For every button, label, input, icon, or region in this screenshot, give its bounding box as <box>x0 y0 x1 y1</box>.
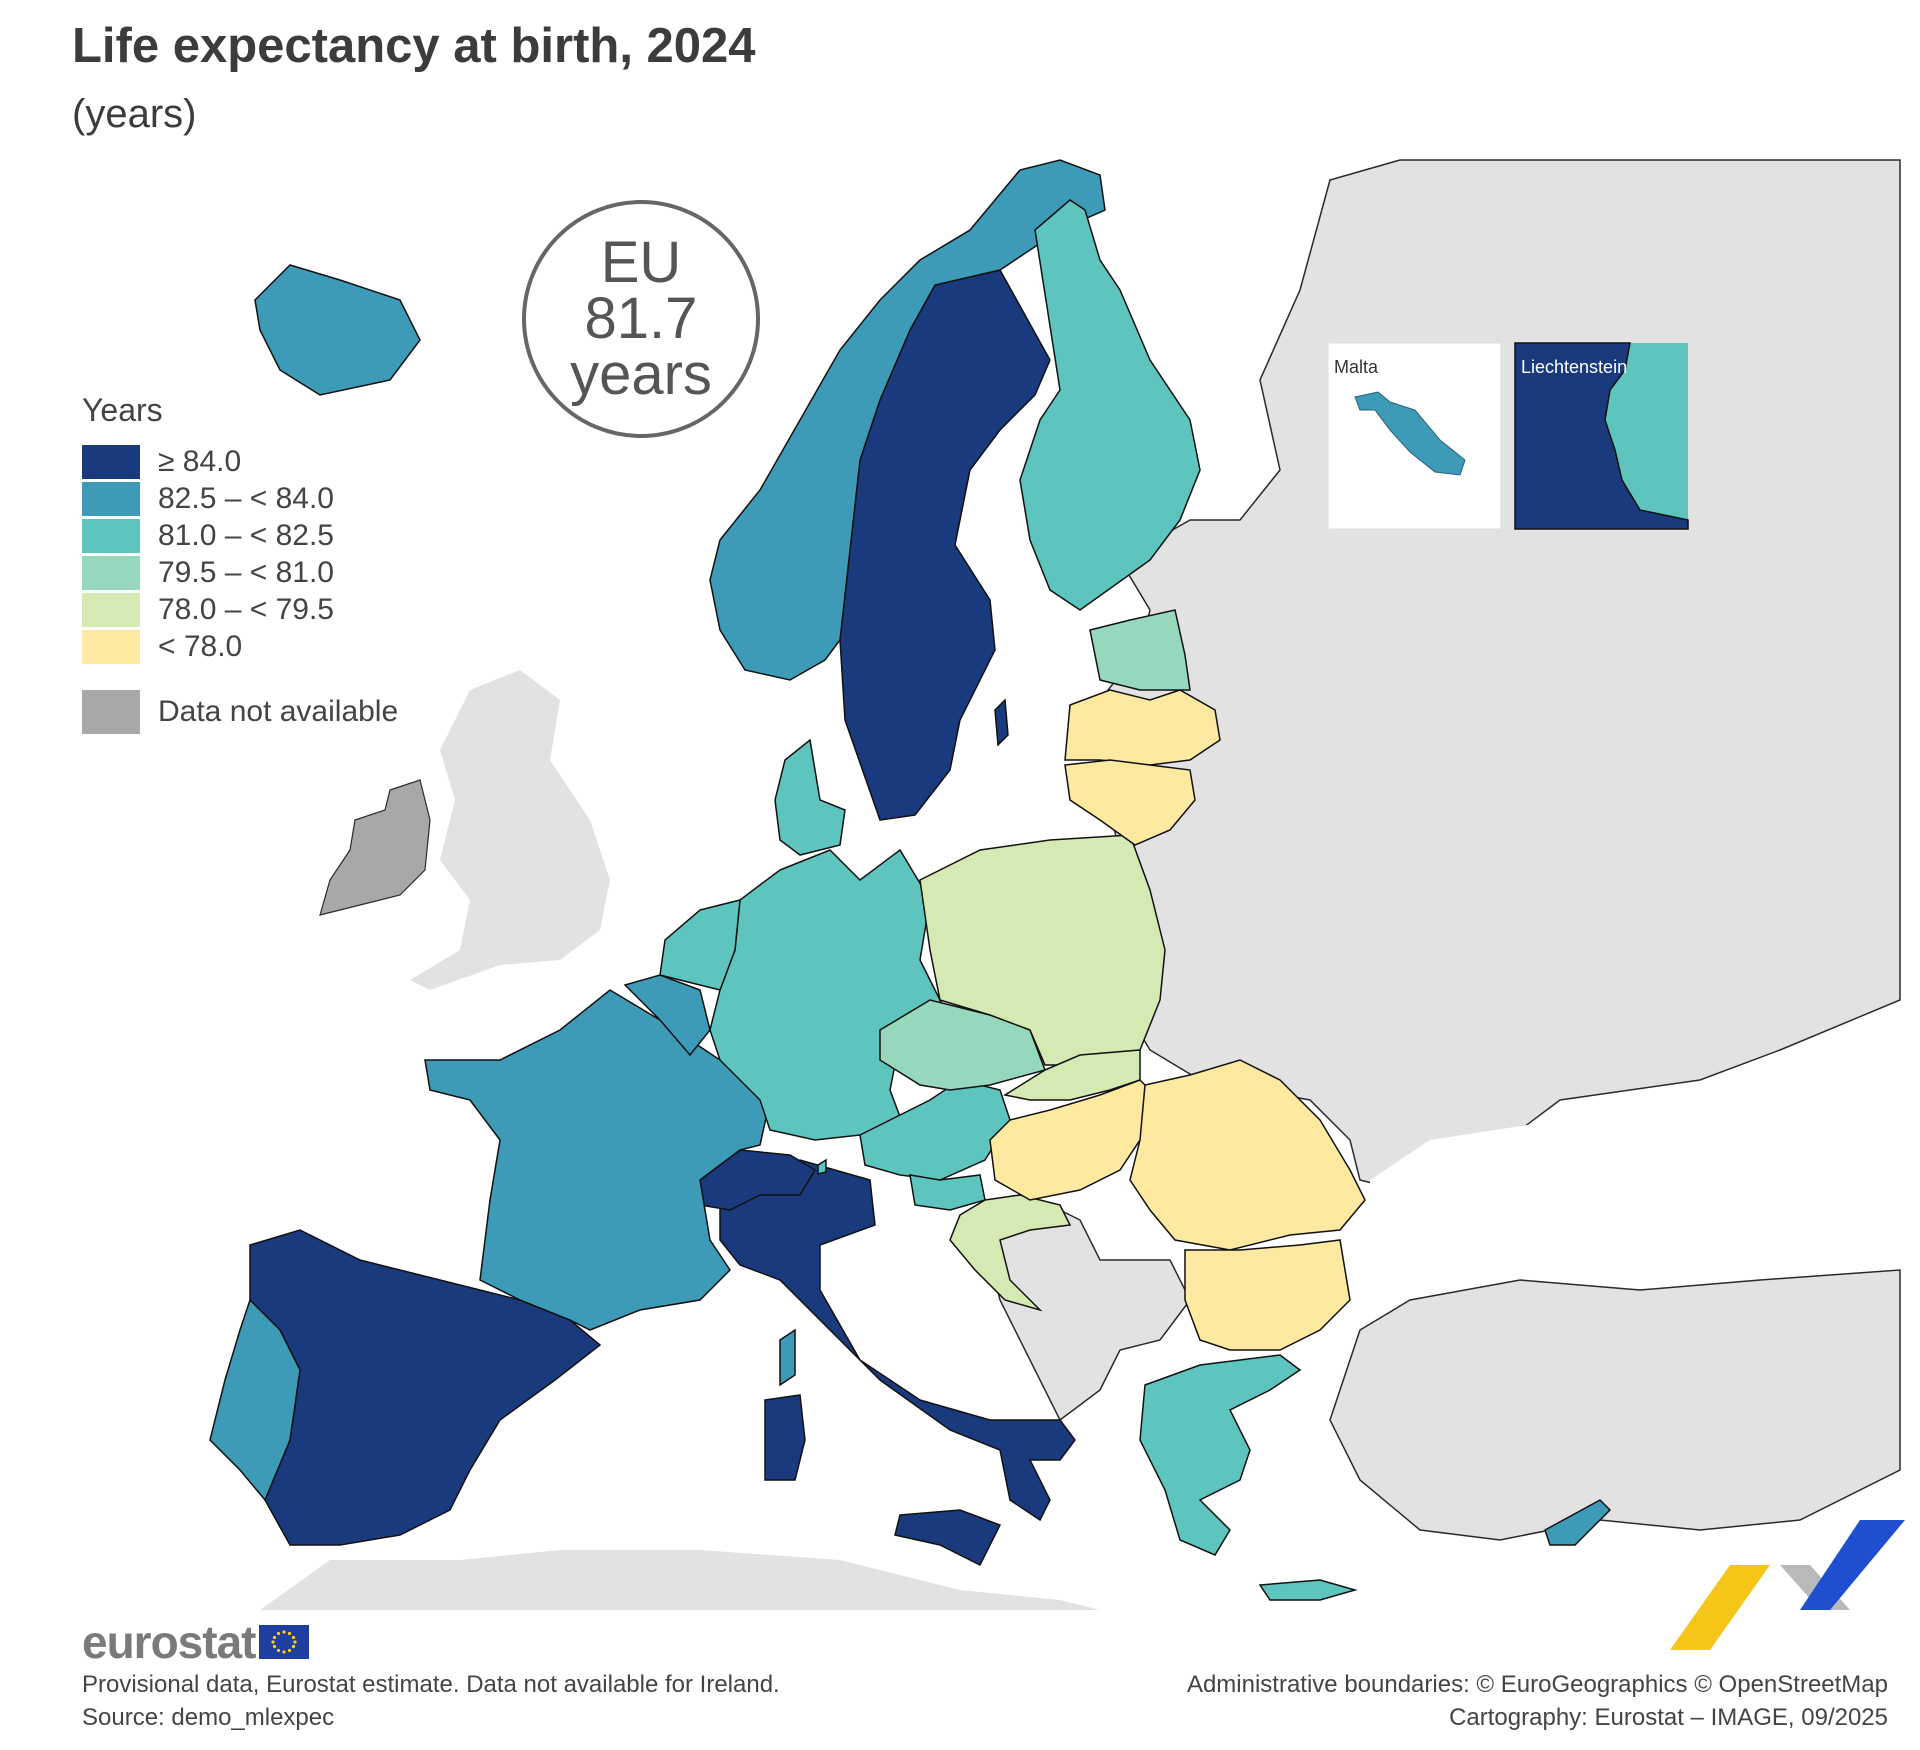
region-portugal <box>209 1298 301 1502</box>
eu-badge-unit: years <box>570 342 712 407</box>
legend-label: 81.0 – < 82.5 <box>158 518 334 552</box>
region-turkey <box>1329 1269 1901 1541</box>
legend-label: < 78.0 <box>158 629 243 663</box>
footer-credits: Administrative boundaries: © EuroGeograp… <box>1187 1668 1888 1734</box>
region-uk <box>410 670 610 990</box>
eurostat-logo: eurostat <box>82 1615 310 1669</box>
region-iceland <box>254 264 421 396</box>
corner-decoration <box>1670 1520 1905 1650</box>
eurostat-logo-text: eurostat <box>82 1616 256 1668</box>
region-lithuania <box>1064 759 1196 846</box>
footer-note-source: Source: demo_mlexpec <box>82 1704 335 1731</box>
legend-swatch <box>82 629 140 664</box>
region-balkans-non-eu <box>979 1199 1191 1422</box>
legend-swatch <box>82 518 140 553</box>
map-title: Life expectancy at birth, 2024 <box>72 19 756 73</box>
region-finland <box>1019 199 1201 611</box>
region-latvia <box>1064 689 1221 766</box>
inset-malta-box <box>1327 342 1502 530</box>
region-black-sea <box>1370 1110 1760 1260</box>
legend-swatch <box>82 481 140 516</box>
legend-swatch-na <box>82 690 140 734</box>
region-switzerland <box>699 1149 817 1211</box>
legend-label: 82.5 – < 84.0 <box>158 481 334 515</box>
legend-label: 78.0 – < 79.5 <box>158 592 334 626</box>
legend-item: 82.5 – < 84.0 <box>82 480 398 517</box>
region-estonia <box>1089 609 1191 691</box>
region-sardinia <box>764 1394 806 1481</box>
legend-label-na: Data not available <box>158 695 399 728</box>
region-hungary <box>989 1079 1161 1201</box>
footer-notes: Provisional data, Eurostat estimate. Dat… <box>82 1668 780 1734</box>
footer-credit-boundaries: Administrative boundaries: © EuroGeograp… <box>1186 1671 1888 1698</box>
region-crete <box>1258 1579 1358 1601</box>
inset-malta: Malta <box>1328 343 1501 529</box>
region-liechtenstein-main <box>817 1158 827 1175</box>
region-greece <box>1139 1354 1302 1556</box>
inset-liechtenstein-label: Liechtenstein <box>1521 357 1628 377</box>
eu-badge-line1: EU <box>600 230 682 295</box>
region-malta <box>1354 391 1466 476</box>
region-netherlands <box>659 899 741 991</box>
region-corsica <box>779 1328 796 1387</box>
footer-credit-cartography: Cartography: Eurostat – IMAGE, 09/2025 <box>1449 1704 1888 1731</box>
legend-swatch <box>82 592 140 627</box>
legend-item: 81.0 – < 82.5 <box>82 517 398 554</box>
region-slovakia <box>1003 1049 1141 1101</box>
region-bulgaria <box>1184 1239 1351 1351</box>
region-north-africa <box>260 1550 1100 1610</box>
inset-malta-label: Malta <box>1334 357 1379 377</box>
region-gotland <box>994 698 1009 747</box>
legend-item: < 78.0 <box>82 628 398 665</box>
legend-item: ≥ 84.0 <box>82 443 398 480</box>
legend-item: 78.0 – < 79.5 <box>82 591 398 628</box>
inset-liechtenstein: Liechtenstein <box>1515 343 1688 529</box>
legend-item-na: Data not available <box>82 690 398 734</box>
region-france <box>424 989 771 1331</box>
footer-note-provisional: Provisional data, Eurostat estimate. Dat… <box>82 1671 780 1698</box>
eu-average-badge: EU 81.7 years <box>522 200 760 438</box>
region-italy <box>719 1159 1076 1522</box>
region-liechtenstein <box>1514 342 1689 530</box>
region-ireland <box>319 779 431 916</box>
region-romania <box>1129 1059 1366 1251</box>
region-denmark <box>774 738 846 856</box>
legend-swatch <box>82 444 140 479</box>
region-norway <box>709 159 1106 681</box>
legend-label: 79.5 – < 81.0 <box>158 555 334 589</box>
region-cyprus <box>1544 1499 1612 1546</box>
legend-label: ≥ 84.0 <box>158 444 242 478</box>
region-czechia <box>879 999 1046 1091</box>
map-subtitle: (years) <box>72 92 197 136</box>
region-sicily <box>894 1509 1002 1567</box>
legend-item: 79.5 – < 81.0 <box>82 554 398 591</box>
eu-flag-icon <box>259 1625 310 1659</box>
legend-swatch <box>82 555 140 590</box>
eu-badge-value: 81.7 <box>584 286 698 351</box>
legend: Years ≥ 84.0 82.5 – < 84.0 81.0 – < 82.5… <box>82 392 398 734</box>
region-croatia <box>949 1194 1072 1312</box>
region-slovenia <box>909 1174 986 1211</box>
legend-title: Years <box>82 392 163 428</box>
inset-liechtenstein-box <box>1514 342 1689 530</box>
